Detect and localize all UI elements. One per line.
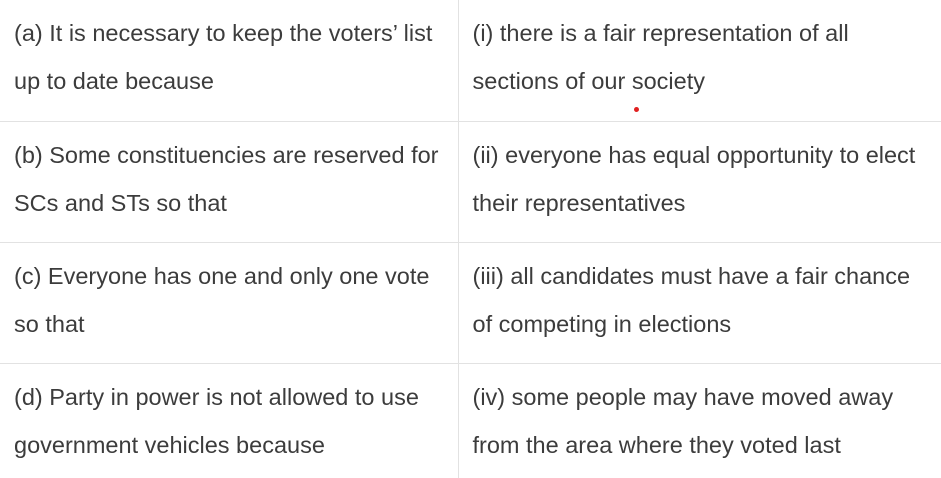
table-row: (d) Party in power is not allowed to use… (0, 363, 941, 478)
column-a-cell: (c) Everyone has one and only one vote s… (0, 242, 459, 364)
table-row: (c) Everyone has one and only one vote s… (0, 242, 941, 364)
column-b-cell: (iv) some people may have moved away fro… (472, 383, 894, 458)
column-a-cell: (d) Party in power is not allowed to use… (0, 363, 459, 478)
column-b-cell: (iii) all candidates must have a fair ch… (458, 242, 941, 364)
column-a-cell: (a) It is necessary to keep the voters’ … (0, 0, 459, 122)
table-row: (b) Some constituencies are reserved for… (0, 121, 941, 243)
column-b-cell: (ii) everyone has equal opportunity to e… (458, 121, 941, 243)
table-row: (a) It is necessary to keep the voters’ … (0, 0, 941, 122)
column-b-cell: (i) there is a fair representation of al… (458, 0, 941, 122)
red-dot-marker (634, 107, 639, 112)
column-a-cell: (b) Some constituencies are reserved for… (0, 121, 459, 243)
